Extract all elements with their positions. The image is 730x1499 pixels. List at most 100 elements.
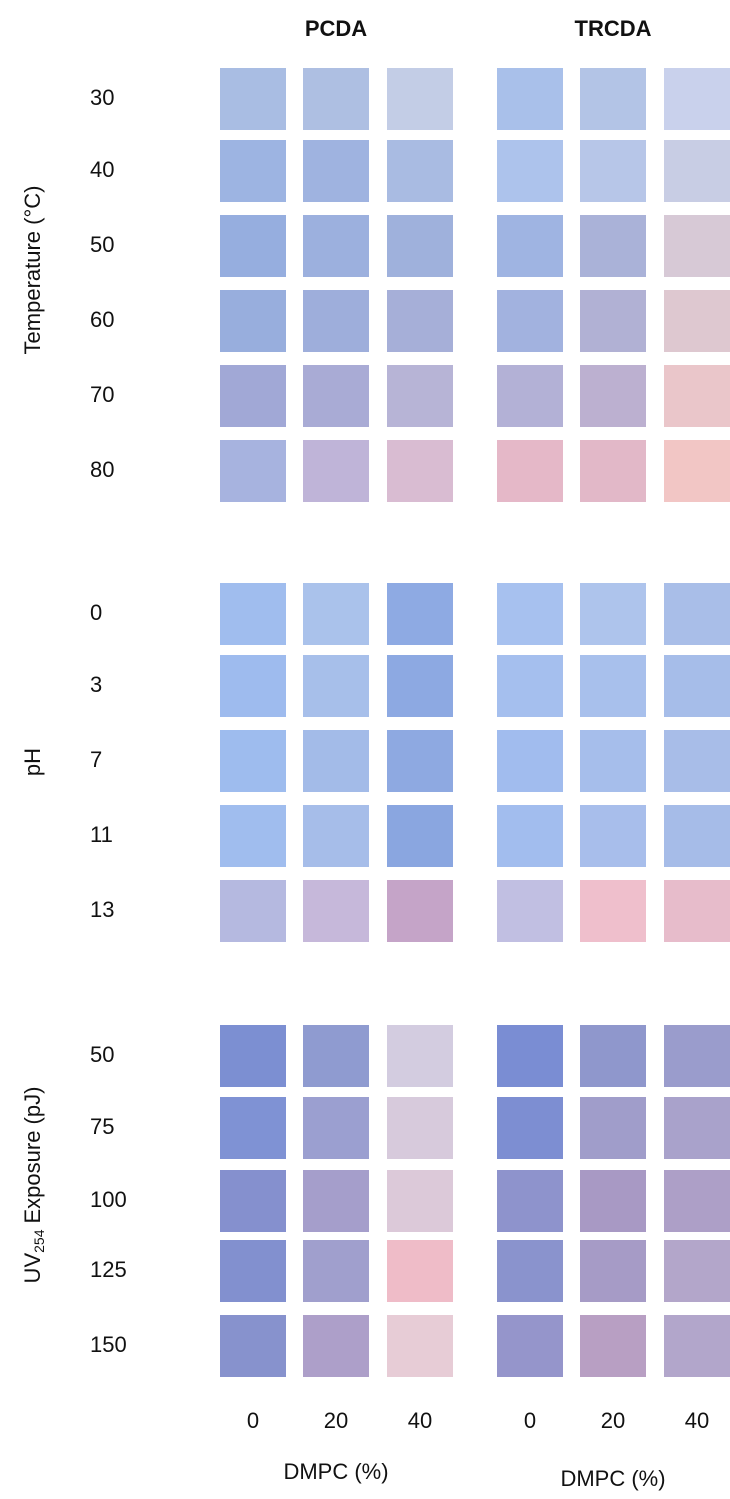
row-label: 125 (90, 1257, 127, 1282)
swatch (387, 1240, 453, 1302)
swatch (580, 880, 646, 942)
swatch (220, 1097, 286, 1159)
swatch (303, 365, 369, 427)
swatch (220, 730, 286, 792)
swatch (303, 215, 369, 277)
group-label-text: Temperature (°C) (20, 186, 45, 355)
panel-title: PCDA (305, 16, 367, 41)
x-tick-label: 20 (324, 1408, 348, 1433)
swatch (220, 805, 286, 867)
row-label: 13 (90, 897, 114, 922)
group-label: Temperature (°C) (20, 186, 45, 355)
swatch (387, 1097, 453, 1159)
figure: PCDA02040DMPC (%)TRCDA02040DMPC (%)Tempe… (0, 0, 730, 1499)
swatch (303, 440, 369, 502)
group-label: UV254 Exposure (pJ) (20, 1087, 47, 1284)
swatch (387, 1025, 453, 1087)
group-label-text: pH (20, 748, 45, 776)
swatch (664, 440, 730, 502)
swatch (497, 1315, 563, 1377)
swatch (580, 290, 646, 352)
swatch (387, 880, 453, 942)
swatch (387, 805, 453, 867)
row-label: 30 (90, 85, 114, 110)
swatch (497, 1240, 563, 1302)
swatch (303, 805, 369, 867)
swatch (220, 1315, 286, 1377)
x-tick-label: 0 (524, 1408, 536, 1433)
swatch (303, 1315, 369, 1377)
swatch (220, 290, 286, 352)
row-label: 70 (90, 382, 114, 407)
swatch (220, 1170, 286, 1232)
swatch (664, 1315, 730, 1377)
row-label: 0 (90, 600, 102, 625)
panel-title: TRCDA (575, 16, 652, 41)
swatch (664, 1097, 730, 1159)
row-label: 3 (90, 672, 102, 697)
row-label: 50 (90, 232, 114, 257)
swatch (580, 805, 646, 867)
swatch (387, 215, 453, 277)
row-label: 11 (90, 822, 113, 847)
swatch (497, 365, 563, 427)
row-label: 7 (90, 747, 102, 772)
swatch (664, 1025, 730, 1087)
swatch (303, 68, 369, 130)
swatch (220, 215, 286, 277)
swatch (303, 1240, 369, 1302)
swatch (664, 1170, 730, 1232)
swatch (497, 730, 563, 792)
swatch (497, 440, 563, 502)
swatch (580, 440, 646, 502)
row-label: 50 (90, 1042, 114, 1067)
swatch (497, 290, 563, 352)
group-label-rest: Exposure (pJ) (20, 1087, 45, 1224)
swatch (664, 583, 730, 645)
swatch (664, 1240, 730, 1302)
swatch (497, 68, 563, 130)
swatch (220, 880, 286, 942)
swatch (580, 1097, 646, 1159)
swatch (497, 655, 563, 717)
row-label: 100 (90, 1187, 127, 1212)
group-label-subscript: 254 (31, 1229, 47, 1253)
swatch (664, 880, 730, 942)
swatch (220, 655, 286, 717)
swatch (303, 880, 369, 942)
swatch (303, 655, 369, 717)
swatch (303, 140, 369, 202)
swatch (387, 290, 453, 352)
swatch (664, 365, 730, 427)
swatch (580, 365, 646, 427)
swatch (220, 1025, 286, 1087)
swatch (303, 290, 369, 352)
swatch (580, 730, 646, 792)
swatch (580, 1170, 646, 1232)
swatch (497, 880, 563, 942)
swatch (387, 68, 453, 130)
row-label: 75 (90, 1114, 114, 1139)
swatch (220, 68, 286, 130)
x-axis-label: DMPC (%) (560, 1466, 665, 1491)
x-tick-label: 40 (408, 1408, 432, 1433)
swatch (220, 583, 286, 645)
swatch (497, 1025, 563, 1087)
x-tick-label: 40 (685, 1408, 709, 1433)
swatch (497, 1170, 563, 1232)
swatch (220, 365, 286, 427)
swatch (664, 140, 730, 202)
swatch (497, 215, 563, 277)
swatch (580, 655, 646, 717)
swatch (580, 1025, 646, 1087)
swatch (580, 1240, 646, 1302)
swatch (303, 1170, 369, 1232)
swatch (220, 1240, 286, 1302)
swatch (497, 805, 563, 867)
row-label: 40 (90, 157, 114, 182)
x-tick-label: 20 (601, 1408, 625, 1433)
swatch (580, 1315, 646, 1377)
group-label-text: UV (20, 1253, 45, 1284)
swatch (664, 655, 730, 717)
swatch (387, 440, 453, 502)
